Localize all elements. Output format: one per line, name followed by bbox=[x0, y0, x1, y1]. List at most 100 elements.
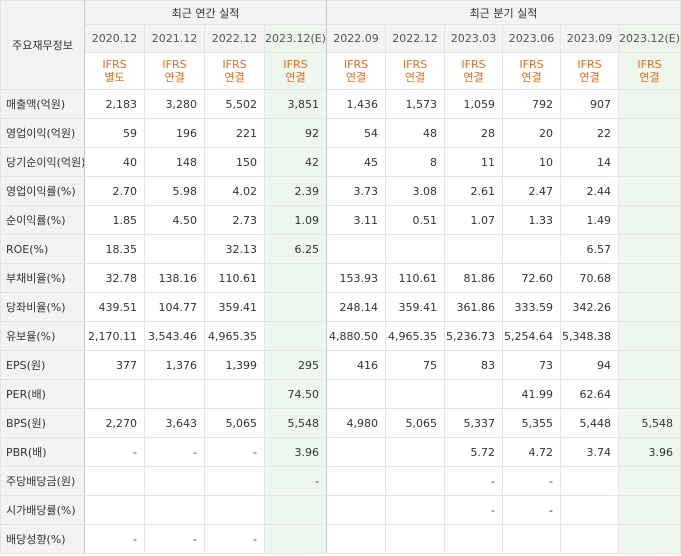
value-cell: 5,348.38 bbox=[560, 321, 620, 351]
value-cell: 20 bbox=[502, 118, 562, 148]
row-label: 순이익률(%) bbox=[0, 205, 85, 235]
value-cell bbox=[618, 350, 681, 380]
value-cell: 74.50 bbox=[263, 379, 328, 409]
value-cell: 5,448 bbox=[560, 408, 620, 438]
value-cell: 72.60 bbox=[502, 263, 562, 293]
value-cell bbox=[618, 147, 681, 177]
value-cell bbox=[144, 495, 205, 525]
value-cell: 3.11 bbox=[326, 205, 387, 235]
value-cell: 2.44 bbox=[560, 176, 620, 206]
table-row: 영업이익(억원) 59 196 221 92 54 48 28 20 22 bbox=[0, 118, 681, 148]
value-cell: - bbox=[144, 437, 205, 467]
value-cell bbox=[204, 495, 265, 525]
value-cell: 4.50 bbox=[144, 205, 205, 235]
value-cell: 1.07 bbox=[444, 205, 504, 235]
value-cell: 92 bbox=[263, 118, 328, 148]
value-cell: 2.73 bbox=[204, 205, 265, 235]
table-row: EPS(원) 377 1,376 1,399 295 416 75 83 73 94 bbox=[0, 350, 681, 380]
value-cell: 1,573 bbox=[385, 89, 446, 119]
value-cell: - bbox=[502, 466, 562, 496]
value-cell: 439.51 bbox=[84, 292, 145, 322]
value-cell: 94 bbox=[560, 350, 620, 380]
value-cell bbox=[444, 524, 504, 554]
value-cell: 5,502 bbox=[204, 89, 265, 119]
value-cell: 110.61 bbox=[204, 263, 265, 293]
value-cell: 1,376 bbox=[144, 350, 205, 380]
table-row: BPS(원) 2,270 3,643 5,065 5,548 4,980 5,065 5,33… bbox=[0, 408, 681, 438]
value-cell bbox=[618, 321, 681, 351]
value-cell: 28 bbox=[444, 118, 504, 148]
value-cell: 5,254.64 bbox=[502, 321, 562, 351]
ifrs-header: IFRS 연결 bbox=[560, 52, 620, 90]
value-cell bbox=[618, 466, 681, 496]
value-cell: 3.96 bbox=[618, 437, 681, 467]
row-label: 당기순이익(억원) bbox=[0, 147, 85, 177]
value-cell: 2,270 bbox=[84, 408, 145, 438]
value-cell: 5,065 bbox=[385, 408, 446, 438]
value-cell: 416 bbox=[326, 350, 387, 380]
value-cell: - bbox=[204, 437, 265, 467]
value-cell: 10 bbox=[502, 147, 562, 177]
value-cell bbox=[84, 495, 145, 525]
value-cell: 295 bbox=[263, 350, 328, 380]
row-label: PER(배) bbox=[0, 379, 85, 409]
table-row: 배당성향(%) - - - bbox=[0, 524, 681, 554]
value-cell: 5.72 bbox=[444, 437, 504, 467]
value-cell: 4,965.35 bbox=[204, 321, 265, 351]
value-cell bbox=[144, 379, 205, 409]
value-cell: 73 bbox=[502, 350, 562, 380]
value-cell: 5,065 bbox=[204, 408, 265, 438]
group-annual-header: 최근 연간 실적 bbox=[83, 0, 328, 25]
ifrs-standard: IFRS bbox=[519, 58, 544, 71]
value-cell bbox=[618, 89, 681, 119]
value-cell: - bbox=[204, 524, 265, 554]
ifrs-standard: IFRS bbox=[162, 58, 187, 71]
value-cell bbox=[385, 437, 446, 467]
value-cell bbox=[204, 466, 265, 496]
value-cell: 75 bbox=[385, 350, 446, 380]
value-cell: 1.33 bbox=[502, 205, 562, 235]
value-cell: 59 bbox=[84, 118, 145, 148]
value-cell: 42 bbox=[263, 147, 328, 177]
value-cell bbox=[560, 524, 620, 554]
value-cell: 45 bbox=[326, 147, 387, 177]
period-row: 2020.12 2021.12 2022.12 2023.12(E) 2022.09 20… bbox=[1, 24, 681, 53]
value-cell: 110.61 bbox=[385, 263, 446, 293]
ifrs-scope: 연결 bbox=[345, 71, 367, 84]
value-cell bbox=[618, 292, 681, 322]
value-cell: 6.25 bbox=[263, 234, 328, 264]
value-cell bbox=[444, 234, 504, 264]
value-cell: 3.96 bbox=[263, 437, 328, 467]
row-label: 배당성향(%) bbox=[0, 524, 85, 554]
value-cell: 221 bbox=[204, 118, 265, 148]
value-cell: 18.35 bbox=[84, 234, 145, 264]
ifrs-scope: 연결 bbox=[579, 71, 600, 84]
header-label: 주요재무정보 bbox=[0, 0, 85, 90]
value-cell: 3,643 bbox=[144, 408, 205, 438]
value-cell: 2.70 bbox=[84, 176, 145, 206]
table-row: 당기순이익(억원) 40 148 150 42 45 8 11 10 14 bbox=[0, 147, 681, 177]
value-cell bbox=[326, 437, 387, 467]
table-row: 주당배당금(원) - - - bbox=[0, 466, 681, 496]
table-row: 부채비율(%) 32.78 138.16 110.61 153.93 110.61 81.8… bbox=[0, 263, 681, 293]
table-row: 순이익률(%) 1.85 4.50 2.73 1.09 3.11 0.51 1.07 1.33 1… bbox=[0, 205, 681, 235]
value-cell: 0.51 bbox=[385, 205, 446, 235]
value-cell bbox=[560, 466, 620, 496]
value-cell: 361.86 bbox=[444, 292, 504, 322]
period-header: 2023.12(E) bbox=[263, 24, 328, 53]
ifrs-row: IFRS 별도 IFRS 연결 IFRS 연결 IFRS 연결 IFRS 연결 IFRS 연결 IFRS… bbox=[1, 52, 681, 90]
value-cell: 138.16 bbox=[144, 263, 205, 293]
period-header: 2023.03 bbox=[444, 24, 504, 53]
value-cell: 1,436 bbox=[326, 89, 387, 119]
value-cell: 1.49 bbox=[560, 205, 620, 235]
value-cell: 5,548 bbox=[263, 408, 328, 438]
value-cell bbox=[263, 321, 328, 351]
row-label: EPS(원) bbox=[0, 350, 85, 380]
ifrs-standard: IFRS bbox=[402, 58, 428, 71]
value-cell: 907 bbox=[560, 89, 620, 119]
period-header: 2023.09 bbox=[560, 24, 620, 53]
ifrs-header: IFRS 별도 bbox=[84, 52, 145, 90]
value-cell: 150 bbox=[204, 147, 265, 177]
ifrs-scope: 연결 bbox=[521, 71, 542, 84]
